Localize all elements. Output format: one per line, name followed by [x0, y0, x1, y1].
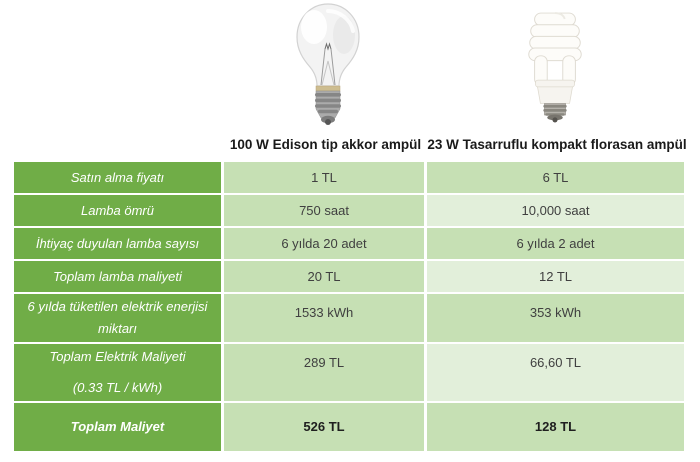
cfl-bulb-icon: [528, 12, 582, 123]
row-header-total-electric-cost-rate: (0.33 TL / kWh): [72, 380, 163, 395]
cell-edison-total-electric-cost: 289 TL: [224, 344, 424, 401]
cell-cfl-lamp-life: 10,000 saat: [427, 195, 684, 226]
cell-cfl-energy-consumed: 353 kWh: [427, 294, 684, 342]
row-header-energy-consumed: 6 yılda tüketilen elektrik enerjisi mikt…: [14, 294, 221, 342]
row-header-lamps-needed: İhtiyaç duyulan lamba sayısı: [14, 228, 221, 259]
cell-edison-total-lamp-cost: 20 TL: [224, 261, 424, 292]
cell-edison-total-cost: 526 TL: [224, 403, 424, 451]
cell-edison-lamp-life: 750 saat: [224, 195, 424, 226]
cell-cfl-total-cost: 128 TL: [427, 403, 684, 451]
row-header-total-electric-cost: Toplam Elektrik Maliyeti (0.33 TL / kWh): [14, 344, 221, 401]
incandescent-caption: 100 W Edison tip akkor ampül: [229, 137, 422, 152]
row-header-purchase-price: Satın alma fiyatı: [14, 162, 221, 193]
cfl-caption: 23 W Tasarruflu kompakt florasan ampül: [427, 137, 687, 152]
row-header-total-lamp-cost: Toplam lamba maliyeti: [14, 261, 221, 292]
row-header-total-cost: Toplam Maliyet: [14, 403, 221, 451]
comparison-table: Satın alma fiyatı 1 TL 6 TL Lamba ömrü 7…: [14, 162, 684, 451]
cell-edison-energy-consumed: 1533 kWh: [224, 294, 424, 342]
row-header-lamp-life: Lamba ömrü: [14, 195, 221, 226]
cell-edison-purchase-price: 1 TL: [224, 162, 424, 193]
cell-cfl-purchase-price: 6 TL: [427, 162, 684, 193]
incandescent-bulb-icon: [296, 3, 360, 125]
cell-edison-lamps-needed: 6 yılda 20 adet: [224, 228, 424, 259]
cell-cfl-lamps-needed: 6 yılda 2 adet: [427, 228, 684, 259]
cell-cfl-total-lamp-cost: 12 TL: [427, 261, 684, 292]
row-header-total-electric-cost-label: Toplam Elektrik Maliyeti: [49, 349, 186, 365]
cell-cfl-total-electric-cost: 66,60 TL: [427, 344, 684, 401]
